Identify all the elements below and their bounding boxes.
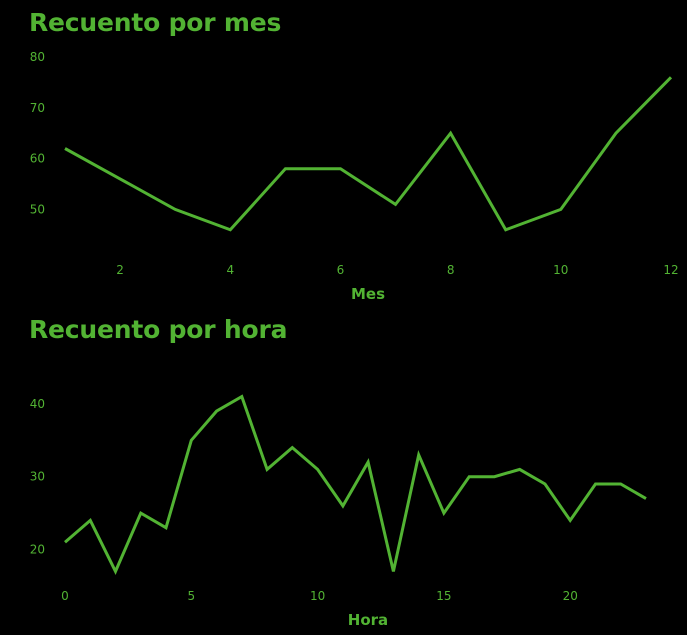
data-point [442, 512, 445, 515]
x-tick-label: 12 [663, 263, 678, 277]
series-line [64, 394, 647, 575]
data-point [468, 475, 471, 478]
y-tick-label: 50 [30, 202, 45, 216]
data-point [619, 483, 622, 486]
data-point [367, 461, 370, 464]
data-point [215, 410, 218, 413]
data-point [89, 519, 92, 522]
data-point [64, 541, 67, 544]
data-point [614, 132, 617, 135]
x-axis-label: Mes [351, 285, 385, 303]
x-tick-label: 20 [563, 589, 578, 603]
data-point [543, 483, 546, 486]
data-point [174, 208, 177, 211]
data-point [190, 439, 193, 442]
data-point [266, 468, 269, 471]
data-point [569, 519, 572, 522]
x-tick-label: 6 [337, 263, 345, 277]
month-chart: Recuento por mes 50 60 70 80 2 4 6 8 10 12 Mes [0, 0, 687, 310]
data-point [114, 570, 117, 573]
data-point [165, 526, 168, 529]
data-point [339, 167, 342, 170]
data-point [449, 132, 452, 135]
data-point [119, 177, 122, 180]
x-tick-label: 4 [226, 263, 234, 277]
x-axis-label: Hora [348, 611, 388, 629]
data-point [504, 228, 507, 231]
data-point [139, 512, 142, 515]
data-point [240, 395, 243, 398]
y-tick-label: 60 [30, 152, 45, 166]
hour-chart: Recuento por hora 20 30 40 0 5 10 15 20 Hora [0, 310, 687, 635]
x-tick-label: 15 [436, 589, 451, 603]
x-tick-label: 5 [187, 589, 195, 603]
data-point [341, 504, 344, 507]
x-tick-label: 0 [61, 589, 69, 603]
data-point [291, 446, 294, 449]
y-tick-label: 70 [30, 101, 45, 115]
y-tick-label: 40 [30, 397, 45, 411]
data-point [518, 468, 521, 471]
data-point [64, 147, 67, 150]
data-point [417, 453, 420, 456]
chart-title: Recuento por mes [29, 8, 282, 37]
x-tick-label: 10 [310, 589, 325, 603]
x-tick-label: 8 [447, 263, 455, 277]
data-point [316, 468, 319, 471]
data-point [284, 167, 287, 170]
data-point [392, 570, 395, 573]
x-tick-label: 10 [553, 263, 568, 277]
data-point [670, 76, 673, 79]
data-point [594, 483, 597, 486]
data-point [645, 497, 648, 500]
month-chart-plot: 50 60 70 80 2 4 6 8 10 12 Mes [30, 50, 679, 303]
data-point [229, 228, 232, 231]
y-tick-label: 30 [30, 470, 45, 484]
x-tick-label: 2 [116, 263, 124, 277]
hour-chart-plot: 20 30 40 0 5 10 15 20 Hora [30, 394, 648, 629]
chart-title: Recuento por hora [29, 315, 288, 344]
series-line [64, 76, 673, 232]
data-point [493, 475, 496, 478]
y-tick-label: 80 [30, 50, 45, 64]
y-tick-label: 20 [30, 543, 45, 557]
data-point [394, 203, 397, 206]
data-point [559, 208, 562, 211]
